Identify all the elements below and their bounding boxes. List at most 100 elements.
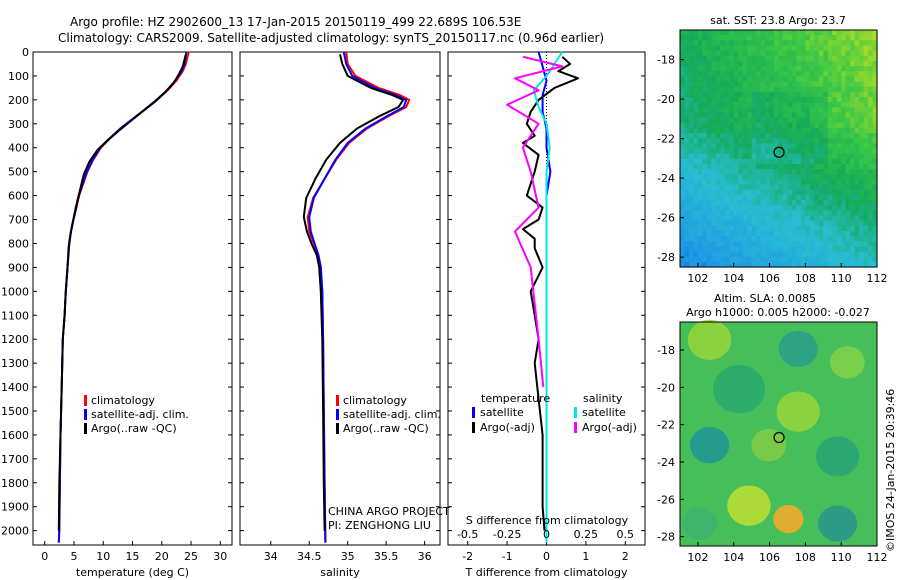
x-tick-label: 34.5 <box>297 550 322 563</box>
sst-map-title: sat. SST: 23.8 Argo: 23.7 <box>710 14 846 27</box>
legend-swatch <box>336 395 339 406</box>
temperature-profile-panel: 0 100 200 300 400 500 600 700 800 900 1000 1100 1200… <box>1 46 233 579</box>
map-y-tick-label: -24 <box>657 456 675 469</box>
depth-tick-label: 600 <box>8 190 29 203</box>
depth-tick-label: 2000 <box>1 525 29 538</box>
x-tick-label: 1 <box>582 550 589 563</box>
legend-label: Argo(..raw -QC) <box>343 422 429 435</box>
title-line-2: Climatology: CARS2009. Satellite-adjuste… <box>58 31 604 45</box>
legend-swatch <box>574 422 577 433</box>
map-y-tick-label: -28 <box>657 251 675 264</box>
map-y-tick-label: -26 <box>657 493 675 506</box>
x-tick-label: -2 <box>462 550 473 563</box>
plot-frame <box>32 51 233 546</box>
depth-tick-label: 300 <box>8 118 29 131</box>
legend-label: satellite-adj. clim. <box>91 408 189 421</box>
depth-tick-label: 1400 <box>1 381 29 394</box>
legend-label: climatology <box>343 394 407 407</box>
legend-header-temperature: temperature <box>481 392 550 405</box>
map-y-tick-label: -22 <box>657 419 675 432</box>
depth-tick-label: 900 <box>8 261 29 274</box>
legend-swatch <box>336 409 339 420</box>
x-tick-label: 20 <box>155 550 169 563</box>
x-axis-label: salinity <box>320 566 360 579</box>
legend-swatch <box>472 422 475 433</box>
legend-label: Argo(..raw -QC) <box>91 422 177 435</box>
x-tick-label: 25 <box>184 550 198 563</box>
s-axis-label: S difference from climatology <box>466 514 629 527</box>
x-tick-label: 2 <box>622 550 629 563</box>
map-x-tick-label: 106 <box>759 551 780 564</box>
x-tick-label: 35.5 <box>374 550 399 563</box>
map-x-tick-label: 104 <box>723 551 744 564</box>
legend-swatch <box>84 395 87 406</box>
map-x-tick-label: 112 <box>867 551 888 564</box>
s-tick-label: -0.5 <box>457 528 478 541</box>
pi-label: PI: ZENGHONG LIU <box>328 519 431 532</box>
depth-tick-label: 1000 <box>1 285 29 298</box>
s-tick-label: 0.25 <box>574 528 599 541</box>
legend-swatch <box>84 409 87 420</box>
plot-frame <box>239 51 441 546</box>
legend-label: Argo(-adj) <box>582 421 637 434</box>
map-x-tick-label: 110 <box>831 551 852 564</box>
map-x-tick-label: 110 <box>831 272 852 285</box>
map-x-tick-label: 112 <box>867 272 888 285</box>
map-frame <box>679 321 878 547</box>
map-y-tick-label: -18 <box>657 54 675 67</box>
x-tick-label: 30 <box>213 550 227 563</box>
x-tick-label: 35 <box>341 550 355 563</box>
legend-label: satellite <box>480 406 524 419</box>
depth-tick-label: 700 <box>8 214 29 227</box>
series-line-argorawqc <box>57 54 187 531</box>
sla-map-subtitle: Argo h1000: 0.005 h2000: -0.027 <box>686 306 870 319</box>
legend-label: Argo(-adj) <box>480 421 535 434</box>
map-y-tick-label: -20 <box>657 93 675 106</box>
x-tick-label: 34 <box>264 550 278 563</box>
map-y-tick-label: -22 <box>657 133 675 146</box>
x-tick-label: -1 <box>502 550 513 563</box>
x-tick-label: 5 <box>70 550 77 563</box>
x-axis-label: T difference from climatology <box>465 566 628 579</box>
depth-tick-label: 200 <box>8 94 29 107</box>
series-line-argoadj <box>521 56 579 531</box>
s-tick-label: 0 <box>543 528 550 541</box>
x-axis-label: temperature (deg C) <box>76 566 189 579</box>
x-tick-label: 10 <box>96 550 110 563</box>
depth-tick-label: 400 <box>8 142 29 155</box>
s-tick-label: 0.5 <box>617 528 635 541</box>
depth-tick-label: 800 <box>8 237 29 250</box>
legend-header-salinity: salinity <box>583 392 623 405</box>
depth-tick-label: 100 <box>8 70 29 83</box>
imos-credit: ©IMOS 24-Jan-2015 20:39:46 <box>884 389 897 552</box>
map-x-tick-label: 106 <box>759 272 780 285</box>
map-x-tick-label: 104 <box>723 272 744 285</box>
series-line-satellite <box>537 51 552 543</box>
series-line-satelliteadjclim <box>57 51 188 543</box>
map-y-tick-label: -24 <box>657 172 675 185</box>
difference-profile-panel: -2 -1 0 1 2 T difference from climatology temp… <box>447 51 646 579</box>
series-line-satelliteadjclim <box>308 51 408 543</box>
map-x-tick-label: 102 <box>687 272 708 285</box>
depth-tick-label: 1200 <box>1 333 29 346</box>
depth-tick-label: 1900 <box>1 501 29 514</box>
depth-tick-label: 500 <box>8 166 29 179</box>
depth-tick-label: 1300 <box>1 357 29 370</box>
map-y-tick-label: -26 <box>657 212 675 225</box>
x-tick-label: 36 <box>418 550 432 563</box>
depth-tick-label: 1100 <box>1 309 29 322</box>
argo-position-marker <box>773 431 785 444</box>
legend-label: climatology <box>91 394 155 407</box>
x-tick-label: 15 <box>126 550 140 563</box>
map-x-tick-label: 108 <box>795 272 816 285</box>
depth-tick-label: 1700 <box>1 453 29 466</box>
sla-field <box>680 319 877 546</box>
series-line-argorawqc <box>302 54 405 531</box>
argo-position-marker <box>773 146 785 158</box>
legend-swatch <box>84 423 87 434</box>
depth-tick-label: 1600 <box>1 429 29 442</box>
depth-tick-label: 0 <box>22 46 29 59</box>
series-line-argoadj <box>506 55 564 388</box>
x-tick-label: 0 <box>543 550 550 563</box>
s-tick-label: -0.25 <box>493 528 521 541</box>
